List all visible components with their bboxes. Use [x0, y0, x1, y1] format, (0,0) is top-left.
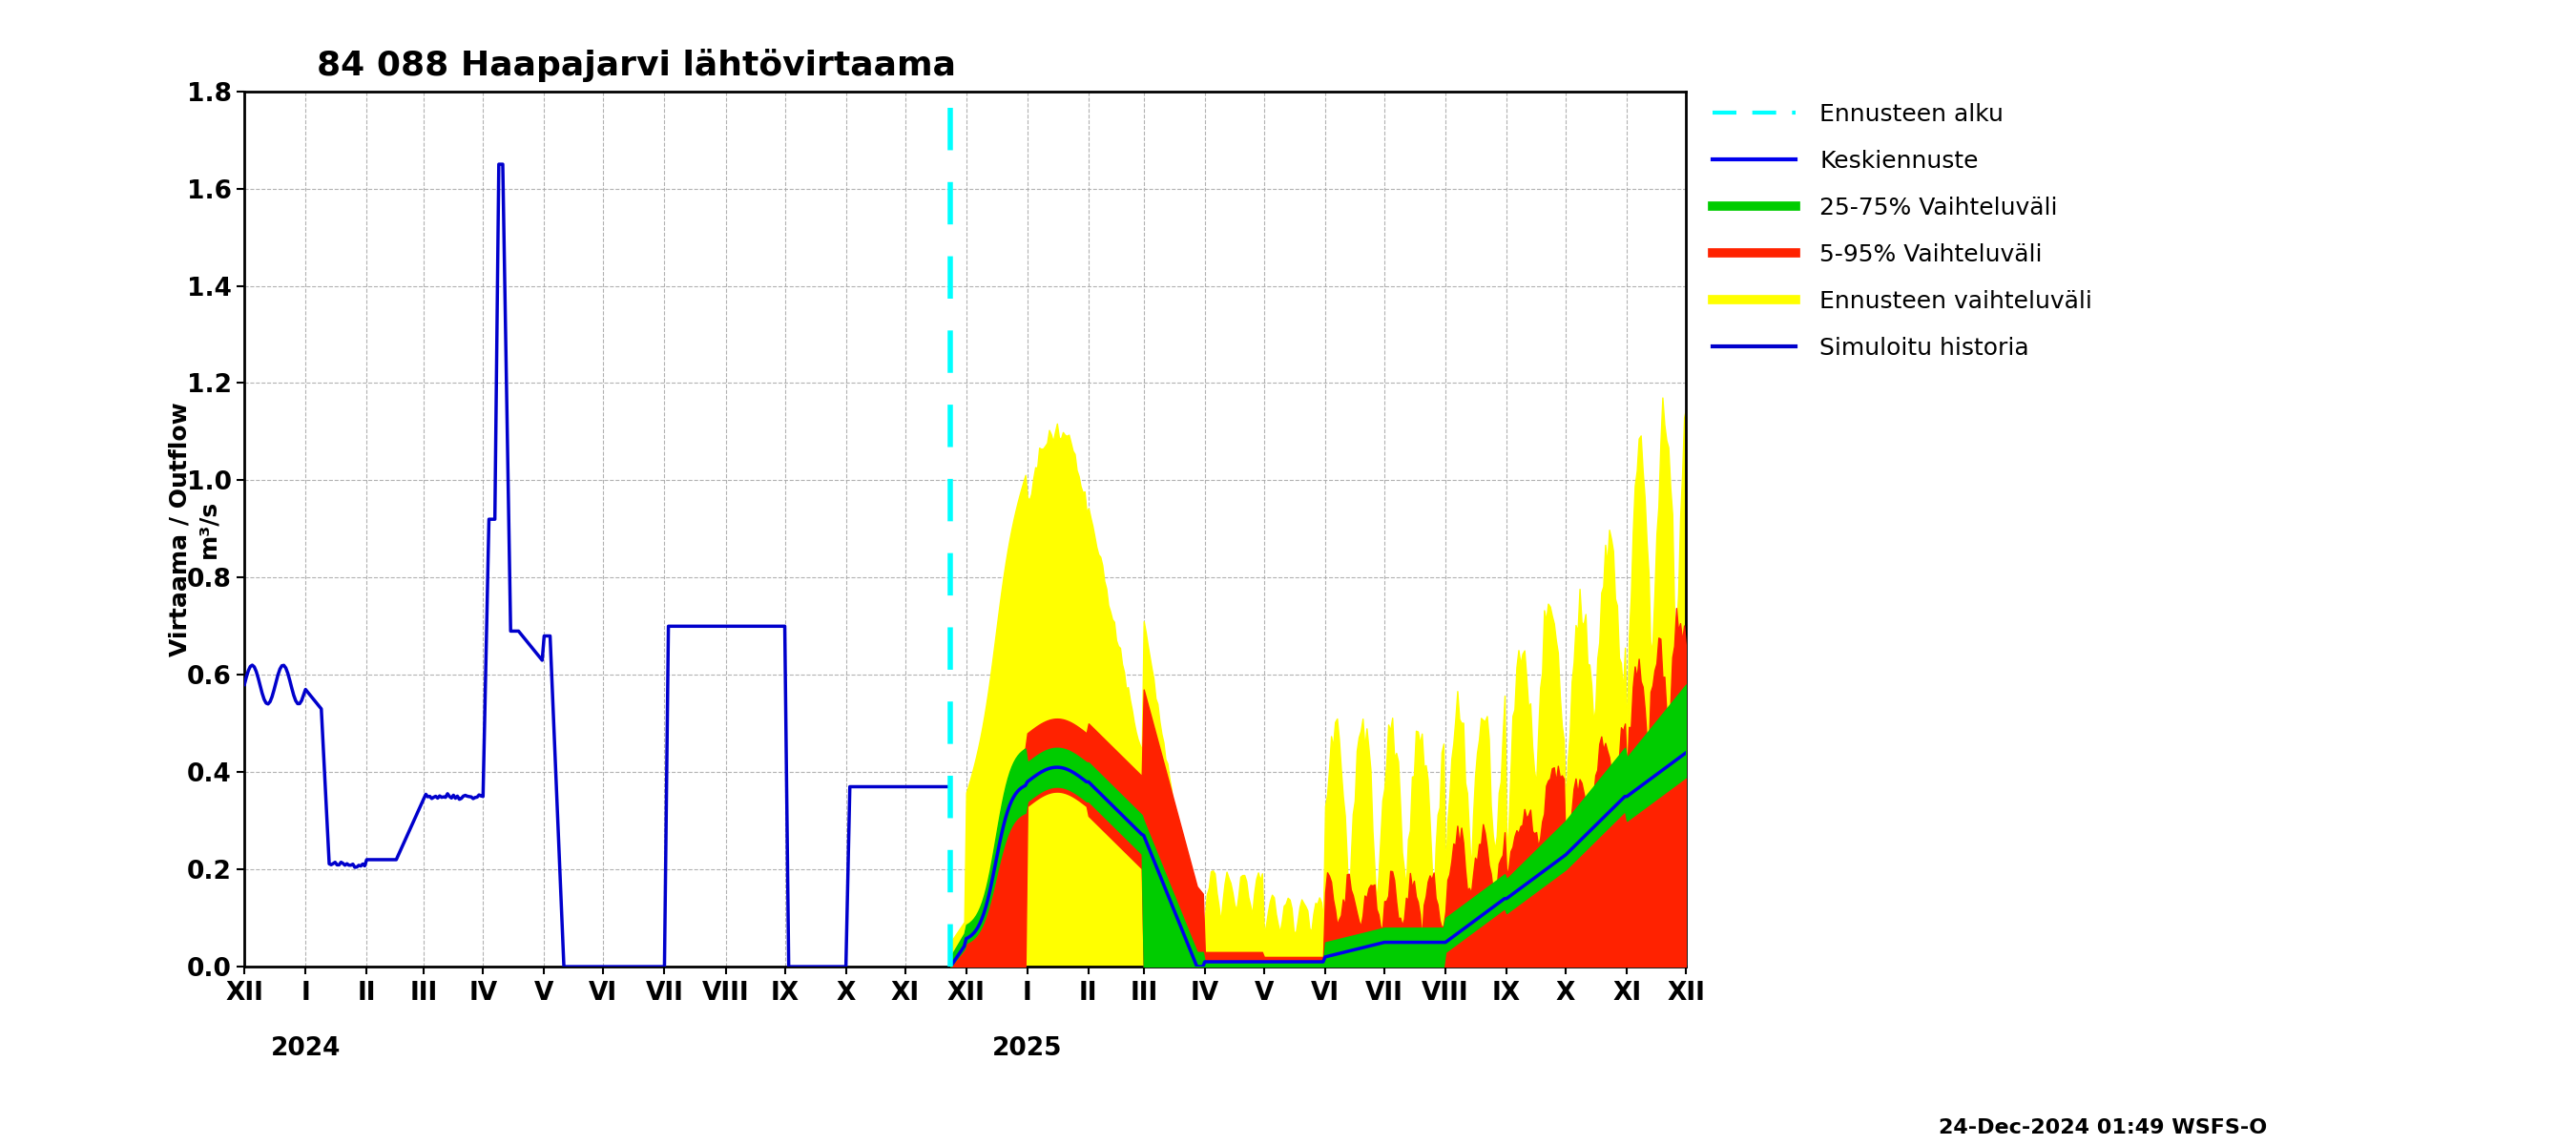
Text: 2024: 2024	[270, 1036, 340, 1061]
Text: m³/s: m³/s	[196, 500, 219, 558]
Text: 2025: 2025	[992, 1036, 1061, 1061]
Text: Virtaama / Outflow: Virtaama / Outflow	[167, 402, 191, 656]
Legend: Ennusteen alku, Keskiennuste, 25-75% Vaihteluväli, 5-95% Vaihteluväli, Ennusteen: Ennusteen alku, Keskiennuste, 25-75% Vai…	[1713, 103, 2092, 360]
Text: 24-Dec-2024 01:49 WSFS-O: 24-Dec-2024 01:49 WSFS-O	[1937, 1119, 2267, 1137]
Text: 84 088 Haapajarvi lähtövirtaama: 84 088 Haapajarvi lähtövirtaama	[317, 48, 956, 82]
